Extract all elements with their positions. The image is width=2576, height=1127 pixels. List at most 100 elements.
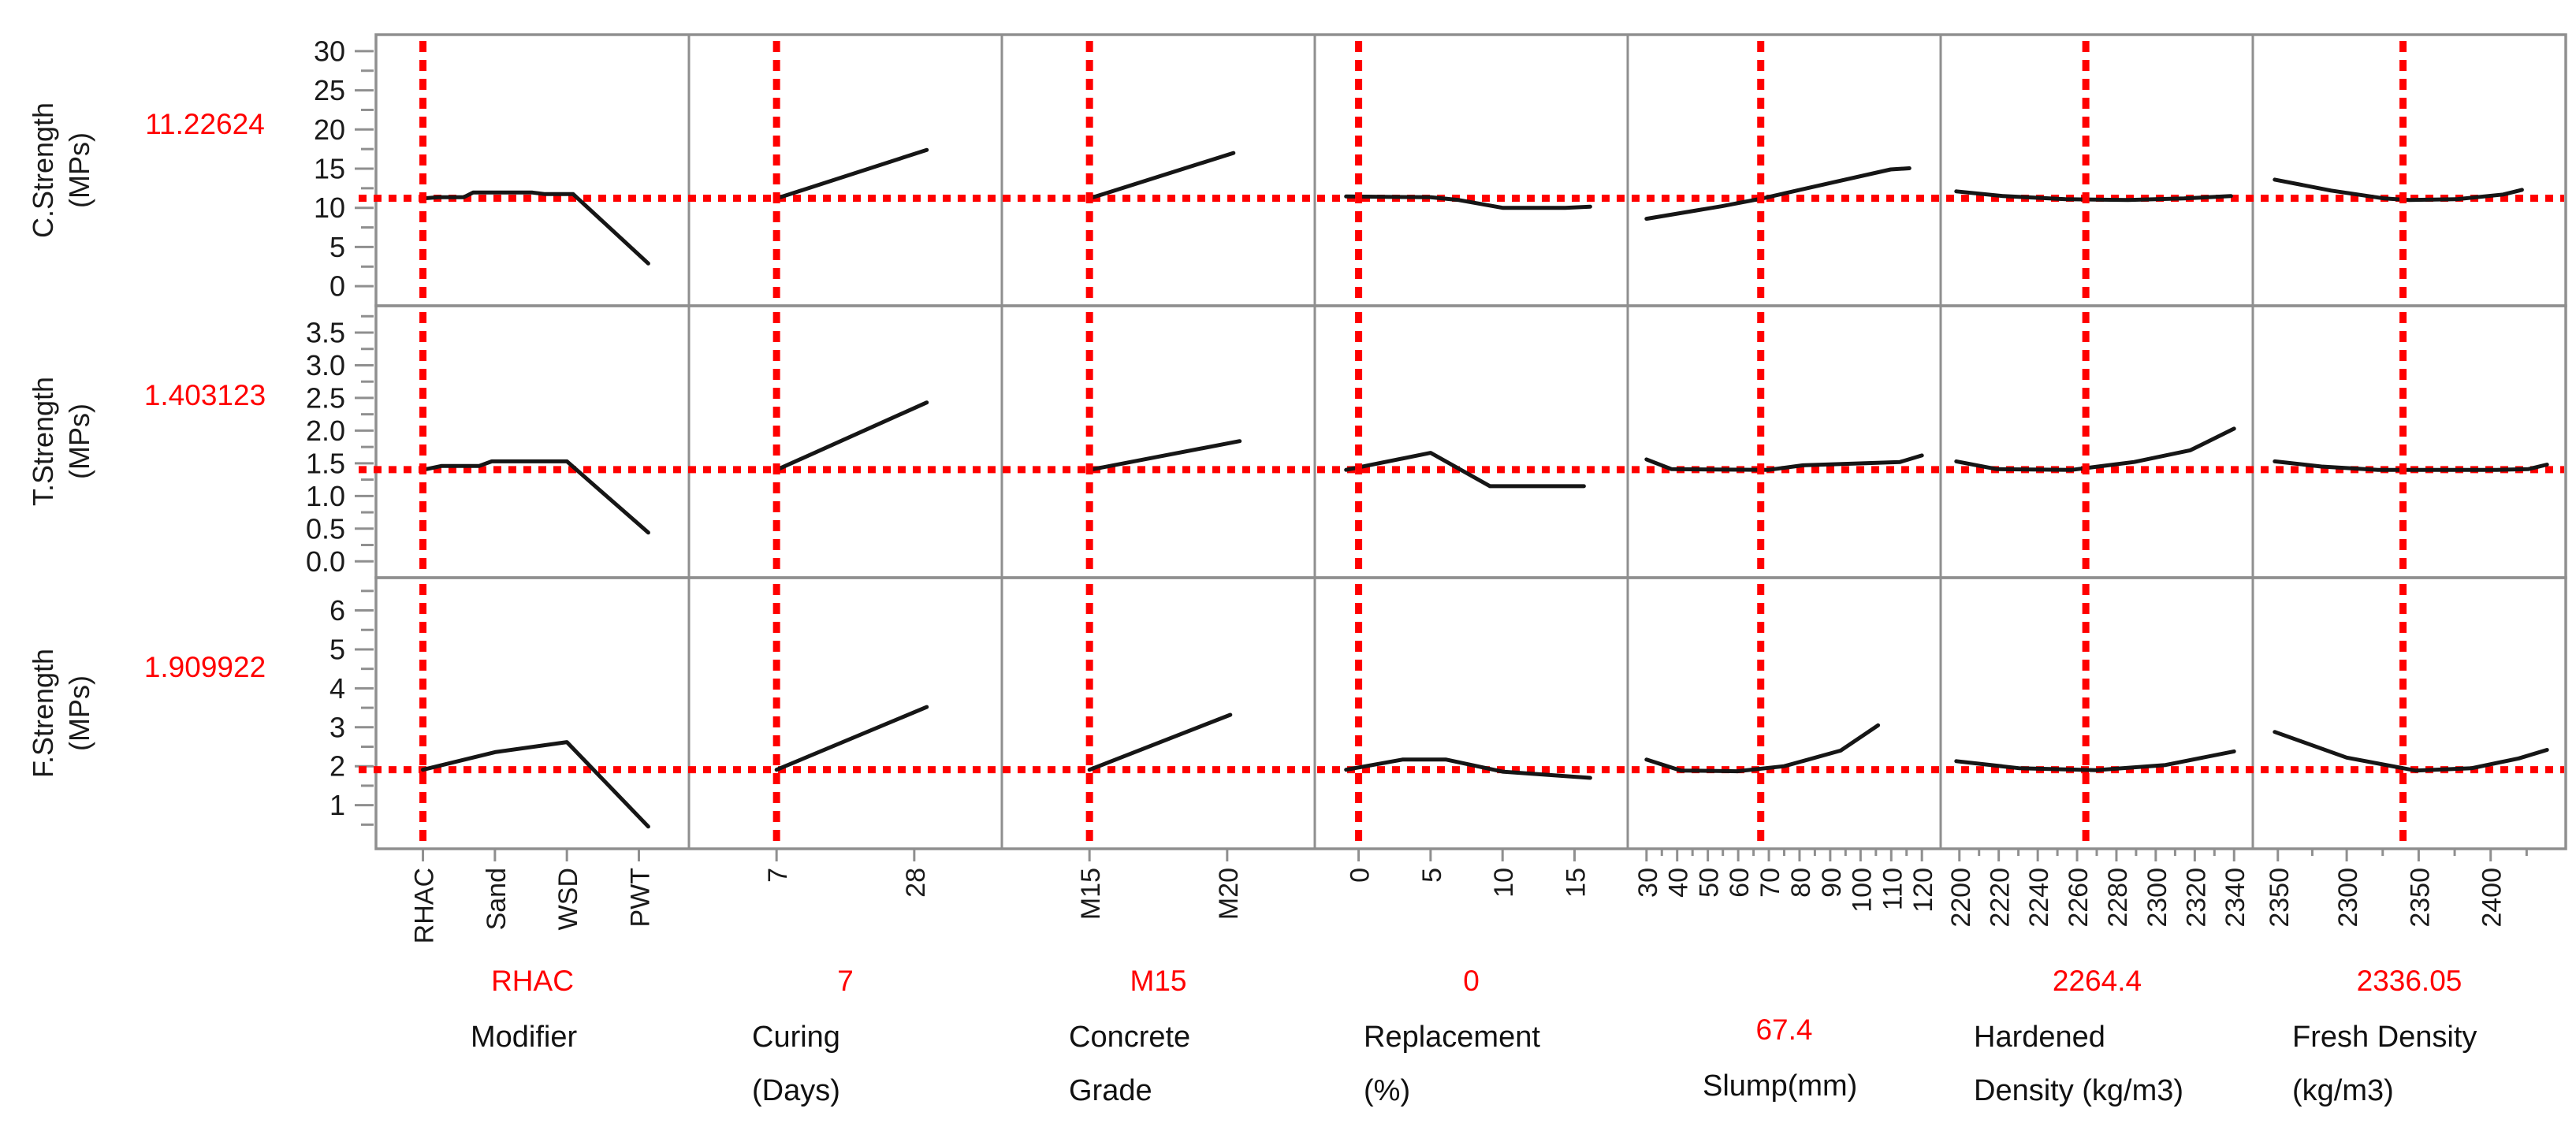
x-axis-tick-label: Sand	[482, 868, 512, 930]
x-axis-tick-label: 40	[1664, 868, 1694, 898]
x-axis-tick-label: 10	[1489, 868, 1519, 898]
x-axis-tick-label: PWT	[625, 868, 655, 928]
factor-footer-hardened-density: 2264.4 Hardened Density (kg/m3)	[1941, 963, 2254, 1118]
x-axis-tick-label: 2260	[2064, 868, 2094, 928]
x-axis-tick-label: 15	[1562, 868, 1591, 898]
x-axis-tick-label: 110	[1878, 868, 1908, 910]
response-name: C.Strength	[27, 102, 59, 239]
x-axis-tick-label: 90	[1817, 868, 1847, 898]
response-name: F.Strength	[27, 648, 59, 779]
profile-trace-r1c3	[1344, 451, 1586, 489]
profile-trace-r2c3	[1344, 757, 1592, 780]
x-axis-tick-label: 80	[1786, 868, 1816, 898]
x-axis-tick-label: M15	[1076, 868, 1106, 920]
factor-name-line: Hardened	[1974, 1021, 2105, 1054]
y-axis-tick-label: 6	[329, 594, 345, 627]
x-axis-tick-label: 30	[1633, 868, 1663, 898]
factor-footer-slump: 67.4 Slump(mm)	[1628, 963, 1941, 1113]
factor-current-value[interactable]: 2336.05	[2356, 965, 2462, 997]
x-axis-tick-label: M20	[1214, 868, 1244, 920]
factor-name-line: Replacement	[1364, 1021, 1540, 1054]
factor-current-value[interactable]: 7	[837, 965, 854, 997]
y-axis-tick-label: 10	[314, 192, 345, 224]
profile-trace-r1c5	[1954, 426, 2236, 472]
factor-name-line: Slump(mm)	[1703, 1069, 1858, 1103]
factor-name-line: (%)	[1364, 1074, 1411, 1107]
y-axis-tick-label: 1.0	[306, 480, 345, 512]
x-axis-tick-label: 2220	[1986, 868, 2016, 928]
factor-footer-curing: 7 Curing (Days)	[689, 963, 1002, 1118]
y-axis-tick-label: 2.5	[306, 381, 345, 414]
x-axis-tick-label: 2340	[2220, 868, 2250, 928]
factor-name-line: Curing	[752, 1021, 840, 1054]
x-axis-tick-label: 2400	[2477, 868, 2507, 928]
profile-trace-r1c1	[774, 400, 929, 472]
factor-current-value[interactable]: 67.4	[1755, 1014, 1813, 1046]
x-axis-tick-label: 100	[1847, 868, 1877, 913]
x-axis-tick-label: 2320	[2181, 868, 2211, 928]
profile-trace-r0c0	[421, 190, 650, 266]
x-axis-tick-label: 2300	[2142, 868, 2172, 928]
predicted-value: 11.22624	[145, 108, 265, 140]
factor-name-line: Concrete	[1069, 1021, 1191, 1054]
factor-current-value[interactable]: 2264.4	[2052, 965, 2142, 997]
factor-name-line: Grade	[1069, 1074, 1152, 1107]
y-axis-tick-label: 30	[314, 35, 345, 67]
y-axis-tick-label: 2	[329, 750, 345, 783]
profile-trace-r2c0	[421, 740, 650, 829]
response-axis-label: F.Strength (MPs)	[25, 595, 101, 831]
panel-frame	[374, 33, 2567, 307]
x-axis-tick-label: 28	[901, 868, 931, 898]
factor-name-line: Fresh Density	[2292, 1021, 2477, 1054]
response-name: T.Strength	[27, 376, 59, 507]
response-axis-label: T.Strength (MPs)	[25, 323, 101, 560]
profile-trace-r2c4	[1644, 723, 1881, 774]
response-unit: (MPs)	[63, 404, 95, 479]
profile-trace-r1c6	[2273, 459, 2549, 472]
response-unit: (MPs)	[63, 675, 95, 751]
profile-trace-r2c2	[1087, 712, 1233, 772]
predicted-value: 1.909922	[143, 651, 266, 683]
factor-name-line: (kg/m3)	[2292, 1074, 2394, 1107]
y-axis-tick-label: 15	[314, 153, 345, 185]
y-axis-tick-label: 3	[329, 711, 345, 743]
x-axis-tick-label: 70	[1755, 868, 1785, 898]
x-axis-tick-label: 50	[1695, 868, 1725, 898]
profile-trace-r0c2	[1087, 151, 1236, 201]
factor-name-line: Modifier	[471, 1021, 578, 1054]
profile-trace-r0c5	[1954, 189, 2233, 203]
factor-name-line: Density (kg/m3)	[1974, 1074, 2184, 1107]
y-axis-tick-label: 5	[329, 231, 345, 263]
y-axis-tick-label: 3.0	[306, 349, 345, 381]
profile-trace-r1c2	[1087, 439, 1242, 472]
x-axis-tick-label: RHAC	[410, 868, 440, 943]
factor-current-value[interactable]: 0	[1463, 965, 1480, 997]
profile-trace-r0c1	[774, 147, 929, 201]
profile-trace-r2c1	[774, 705, 929, 772]
response-axis-label: C.Strength (MPs)	[25, 52, 101, 288]
x-axis-tick-label: 2280	[2103, 868, 2133, 928]
profile-trace-r2c5	[1954, 749, 2236, 772]
y-axis-tick-label: 3.5	[306, 317, 345, 349]
profile-trace-r1c4	[1644, 453, 1924, 472]
x-axis-tick-label: 2350	[2265, 868, 2295, 928]
x-axis-tick-label: 7	[763, 868, 793, 883]
x-axis-tick-label: 60	[1725, 868, 1755, 898]
x-axis-tick-label: 120	[1908, 868, 1938, 913]
y-axis-tick-label: 20	[314, 113, 345, 146]
y-axis-tick-label: 25	[314, 74, 345, 106]
predicted-value: 1.403123	[143, 379, 266, 411]
profile-trace-r0c4	[1644, 166, 1912, 221]
x-axis-tick-label: 2240	[2024, 868, 2054, 928]
y-axis-tick-label: 1	[329, 789, 345, 821]
x-axis-tick-label: WSD	[553, 868, 583, 930]
factor-current-value[interactable]: RHAC	[491, 965, 574, 997]
factor-footer-concrete-grade: M15 Concrete Grade	[1002, 963, 1315, 1118]
factor-current-value[interactable]: M15	[1130, 965, 1187, 997]
profile-trace-r2c6	[2273, 730, 2549, 773]
y-axis-tick-label: 1.5	[306, 447, 345, 479]
y-axis-tick-label: 5	[329, 633, 345, 665]
x-axis-tick-label: 0	[1346, 868, 1375, 883]
y-axis-tick-label: 2.0	[306, 415, 345, 447]
